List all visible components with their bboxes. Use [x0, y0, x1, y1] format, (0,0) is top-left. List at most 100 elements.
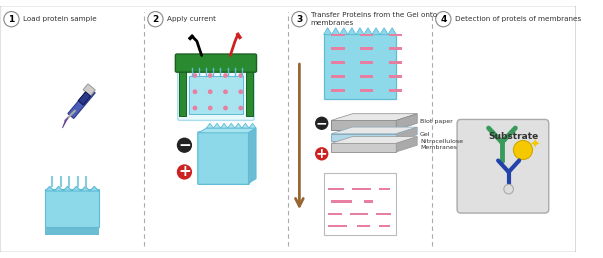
Bar: [360, 89, 373, 92]
FancyBboxPatch shape: [175, 54, 256, 72]
Bar: [245, 70, 253, 116]
Polygon shape: [235, 123, 242, 128]
Bar: [189, 76, 242, 114]
Bar: [324, 35, 396, 99]
Polygon shape: [213, 123, 221, 128]
Polygon shape: [331, 143, 396, 152]
Bar: [364, 200, 373, 203]
Bar: [388, 47, 402, 50]
FancyBboxPatch shape: [178, 66, 254, 120]
Polygon shape: [206, 123, 213, 128]
Circle shape: [192, 106, 197, 110]
Bar: [331, 200, 352, 203]
Bar: [379, 225, 391, 227]
Polygon shape: [356, 28, 364, 35]
Bar: [331, 75, 345, 78]
Text: Transfer Proteins from the Gel onto
membranes: Transfer Proteins from the Gel onto memb…: [311, 12, 437, 26]
Circle shape: [192, 73, 197, 78]
Bar: [376, 213, 391, 215]
Circle shape: [208, 89, 213, 94]
Circle shape: [238, 106, 243, 110]
Text: Substrate: Substrate: [488, 132, 538, 141]
Text: 4: 4: [440, 15, 447, 24]
Circle shape: [148, 12, 163, 27]
Polygon shape: [331, 134, 396, 141]
Circle shape: [292, 12, 307, 27]
Polygon shape: [364, 28, 372, 35]
FancyBboxPatch shape: [198, 132, 250, 184]
Text: 1: 1: [8, 15, 14, 24]
Polygon shape: [63, 118, 68, 128]
Circle shape: [177, 138, 192, 153]
Text: Load protein sample: Load protein sample: [23, 16, 96, 22]
Circle shape: [223, 106, 228, 110]
Bar: [357, 225, 370, 227]
Circle shape: [315, 117, 329, 130]
Text: +: +: [316, 147, 327, 161]
FancyBboxPatch shape: [0, 6, 576, 252]
Bar: [331, 34, 345, 36]
Circle shape: [208, 106, 213, 110]
Bar: [360, 34, 373, 36]
Bar: [360, 47, 373, 50]
Circle shape: [223, 89, 228, 94]
Text: Detection of proteis of membranes: Detection of proteis of membranes: [455, 16, 581, 22]
Bar: [178, 70, 186, 116]
Bar: [388, 89, 402, 92]
Bar: [329, 213, 342, 215]
Polygon shape: [388, 28, 396, 35]
Polygon shape: [63, 186, 72, 191]
Bar: [331, 89, 345, 92]
Bar: [350, 213, 368, 215]
FancyBboxPatch shape: [457, 119, 549, 213]
Circle shape: [315, 147, 329, 160]
Text: +: +: [178, 164, 191, 180]
Polygon shape: [324, 28, 332, 35]
Bar: [331, 61, 345, 64]
Polygon shape: [242, 123, 249, 128]
Polygon shape: [78, 92, 90, 105]
Polygon shape: [221, 123, 228, 128]
Polygon shape: [72, 186, 81, 191]
Text: 3: 3: [296, 15, 303, 24]
Polygon shape: [45, 186, 54, 191]
Polygon shape: [81, 186, 90, 191]
Circle shape: [436, 12, 451, 27]
Polygon shape: [396, 127, 417, 141]
Polygon shape: [380, 28, 388, 35]
Circle shape: [192, 89, 197, 94]
Text: Gel: Gel: [420, 132, 431, 137]
Circle shape: [4, 12, 19, 27]
Text: 2: 2: [153, 15, 159, 24]
Polygon shape: [331, 137, 417, 143]
Text: Apply current: Apply current: [167, 16, 216, 22]
Polygon shape: [199, 128, 256, 133]
Bar: [360, 75, 373, 78]
Polygon shape: [339, 28, 348, 35]
Text: −: −: [316, 116, 327, 130]
Text: −: −: [178, 138, 191, 153]
Bar: [324, 173, 396, 235]
Polygon shape: [68, 88, 95, 118]
Polygon shape: [396, 137, 417, 152]
Polygon shape: [83, 84, 95, 96]
Bar: [388, 61, 402, 64]
Bar: [388, 34, 402, 36]
Circle shape: [223, 73, 228, 78]
Bar: [45, 227, 99, 235]
Circle shape: [208, 73, 213, 78]
Bar: [388, 75, 402, 78]
Polygon shape: [249, 123, 256, 128]
Polygon shape: [331, 114, 417, 120]
Polygon shape: [396, 114, 417, 130]
Bar: [329, 188, 344, 190]
Polygon shape: [331, 127, 417, 134]
Bar: [379, 188, 391, 190]
Bar: [352, 188, 371, 190]
Circle shape: [177, 164, 192, 180]
Polygon shape: [228, 123, 235, 128]
Polygon shape: [372, 28, 380, 35]
Circle shape: [504, 184, 513, 194]
Bar: [45, 189, 99, 227]
Polygon shape: [54, 186, 63, 191]
